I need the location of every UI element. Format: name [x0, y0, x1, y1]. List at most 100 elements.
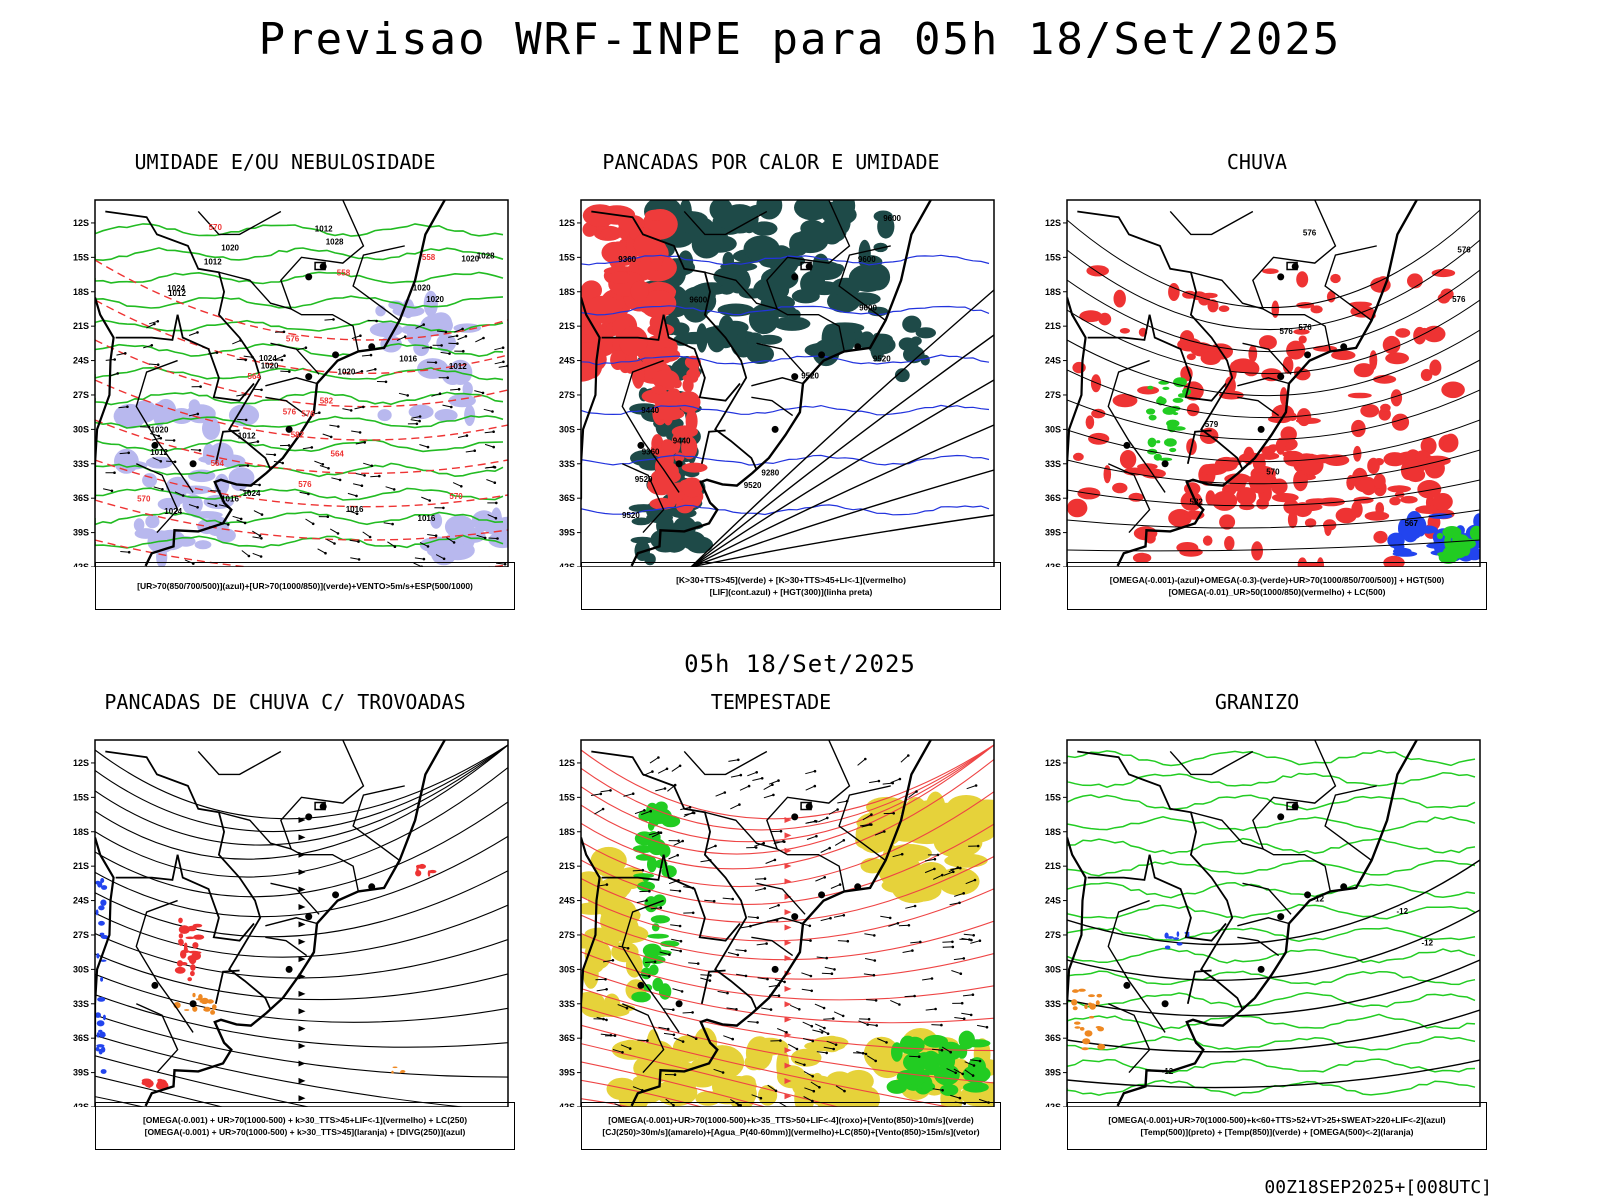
- footer-run-info: 00Z18SEP2025+[008UTC]: [1264, 1177, 1492, 1198]
- legend-box: [OMEGA(-0.001) + UR>70(1000-500) + k>30_…: [95, 1102, 515, 1150]
- contour-label: 1012: [315, 225, 333, 234]
- map-layers: [581, 200, 994, 567]
- map-pancadas-calor: 9600 9600 9600 9600 9520 9520 9520 9520 9520 9440…: [559, 199, 995, 567]
- map-frame: [580, 199, 995, 567]
- map-granizo: -12 -12 -12 -12 12S 15S 18S 21S 24S 27S 30S 33S 36S 3…: [1045, 739, 1481, 1107]
- legend-box: [UR>70(850/700/500)](azul)+[UR>70(1000/8…: [95, 562, 515, 610]
- lat-tick-label: 27S: [73, 930, 89, 940]
- lat-tick-label: 15S: [73, 792, 89, 802]
- legend-line: [OMEGA(-0.01)_UR>50(1000/850)(vermelho) …: [1168, 587, 1386, 597]
- lat-tick-label: 18S: [559, 287, 575, 297]
- lat-tick-label: 12S: [559, 218, 575, 228]
- panel-chuva: CHUVA 582 576 576 576 576 579 576 570 567 12S 15S 18…: [1042, 150, 1522, 650]
- map-frame: [1066, 199, 1481, 567]
- lat-tick-label: 36S: [1045, 1033, 1061, 1043]
- map-frame: [580, 739, 995, 1107]
- lat-tick-label: 42S: [1045, 562, 1061, 567]
- contour-label: 1020: [426, 295, 444, 304]
- lat-tick-label: 33S: [559, 459, 575, 469]
- lat-tick-label: 36S: [559, 493, 575, 503]
- panel-title: PANCADAS DE CHUVA C/ TROVOADAS: [104, 690, 466, 714]
- legend-line: [OMEGA(-0.001)+UR>70(1000-500)+k>35_TTS>…: [608, 1115, 974, 1125]
- contour-label: 570: [1266, 468, 1280, 477]
- lat-tick-label: 36S: [73, 493, 89, 503]
- contour-label: 570: [449, 492, 463, 501]
- lat-tick-label: 30S: [559, 964, 575, 974]
- lat-tick-label: 27S: [559, 930, 575, 940]
- panel-granizo: GRANIZO -12 -12 -12 -12 12S 15S 18S 21S 24S 27S 30S…: [1042, 690, 1522, 1190]
- contour-label: 576: [1452, 295, 1466, 304]
- map-trovoadas: 12S15S18S21S24S27S30S33S36S39S42S70W65W6…: [73, 739, 509, 1107]
- legend-line: [CJ(250)>30m/s](amarelo)+[Agua_P(40-60mm…: [602, 1127, 980, 1137]
- lat-tick-label: 39S: [559, 528, 575, 538]
- lat-tick-label: 24S: [73, 356, 89, 366]
- contour-label: 9520: [622, 511, 640, 520]
- legend-box: [OMEGA(-0.001)-(azul)+OMEGA(-0.3)-(verde…: [1067, 562, 1487, 610]
- legend-box: [OMEGA(-0.001)+UR>70(1000-500)+k>35_TTS>…: [581, 1102, 1001, 1150]
- panel-title: TEMPESTADE: [710, 690, 832, 714]
- lat-tick-label: 21S: [559, 861, 575, 871]
- contour-label: 9600: [858, 255, 876, 264]
- legend-line: [OMEGA(-0.001) + UR>70(1000-500) + k>30_…: [142, 1115, 468, 1125]
- contour-label: 570: [209, 223, 223, 232]
- lat-tick-label: 30S: [1045, 424, 1061, 434]
- contour-label: 567: [1405, 519, 1419, 528]
- lat-tick-label: 12S: [1045, 218, 1061, 228]
- panel-title: CHUVA: [1226, 150, 1288, 174]
- panel-title: GRANIZO: [1214, 690, 1300, 714]
- lat-tick-label: 12S: [559, 758, 575, 768]
- map-layers: [1067, 740, 1480, 1107]
- lat-tick-label: 21S: [1045, 321, 1061, 331]
- contour-label: 564: [211, 459, 225, 468]
- contour-label: 1012: [238, 431, 256, 440]
- contour-label: 1020: [338, 368, 356, 377]
- lat-tick-label: 21S: [1045, 861, 1061, 871]
- contour-label: 9600: [689, 295, 707, 304]
- lat-tick-label: 18S: [73, 287, 89, 297]
- contour-label: 564: [331, 450, 345, 459]
- contour-label: 1024: [243, 489, 261, 498]
- contour-label: 1020: [461, 255, 479, 264]
- lat-tick-label: 33S: [559, 999, 575, 1009]
- lat-tick-label: 12S: [73, 758, 89, 768]
- contour-label: 1020: [413, 284, 431, 293]
- contour-label: 9600: [859, 304, 877, 313]
- contour-label: 582: [291, 430, 305, 439]
- lat-tick-label: 42S: [73, 1102, 89, 1107]
- contour-label: 564: [248, 372, 262, 381]
- legend-box: [OMEGA(-0.001)+UR>70(1000-500)+k<60+TTS>…: [1067, 1102, 1487, 1150]
- lat-tick-label: 42S: [559, 562, 575, 567]
- lat-tick-label: 27S: [1045, 390, 1061, 400]
- lat-tick-label: 24S: [559, 896, 575, 906]
- lat-tick-label: 36S: [559, 1033, 575, 1043]
- lat-tick-label: 21S: [73, 861, 89, 871]
- lat-tick-label: 24S: [73, 896, 89, 906]
- panel-pancadas-calor: PANCADAS POR CALOR E UMIDADE 9600 9600 9600…: [556, 150, 1036, 650]
- legend-line: [OMEGA(-0.001)+UR>70(1000-500)+k<60+TTS>…: [1108, 1115, 1446, 1125]
- main-title: Previsao WRF-INPE para 05h 18/Set/2025: [258, 14, 1342, 65]
- lat-tick-label: 42S: [73, 562, 89, 567]
- lat-tick-label: 12S: [73, 218, 89, 228]
- lat-tick-label: 33S: [1045, 999, 1061, 1009]
- map-layers: [95, 740, 508, 1107]
- contour-label: 1028: [326, 238, 344, 247]
- legend-box: [K>30+TTS>45](verde) + [K>30+TTS>45+LI<-…: [581, 562, 1001, 610]
- contour-label: 576: [301, 410, 315, 419]
- contour-label: 576: [1457, 246, 1471, 255]
- contour-label: 1016: [346, 505, 364, 514]
- contour-label: 1012: [449, 362, 467, 371]
- contour-label: 1016: [399, 355, 417, 364]
- lat-tick-label: 15S: [559, 792, 575, 802]
- legend-line: [LIF](cont.azul) + [HGT(300)](linha pret…: [709, 587, 873, 597]
- lat-tick-label: 39S: [1045, 1068, 1061, 1078]
- contour-label: 576: [1298, 323, 1312, 332]
- lat-tick-label: 33S: [73, 459, 89, 469]
- contour-label: 570: [137, 494, 151, 503]
- contour-label: 9520: [873, 355, 891, 364]
- lat-tick-label: 42S: [1045, 1102, 1061, 1107]
- contour-label: 1016: [418, 514, 436, 523]
- contour-label: 1012: [168, 289, 186, 298]
- lat-tick-label: 15S: [73, 252, 89, 262]
- contour-label: 1028: [477, 251, 495, 260]
- lat-tick-label: 21S: [559, 321, 575, 331]
